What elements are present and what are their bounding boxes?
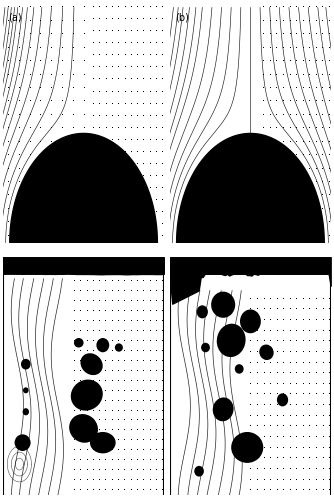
Ellipse shape (211, 292, 235, 318)
Ellipse shape (217, 324, 245, 357)
Ellipse shape (74, 338, 84, 347)
Ellipse shape (213, 398, 233, 421)
Polygon shape (177, 134, 324, 386)
Ellipse shape (71, 380, 103, 410)
Ellipse shape (115, 344, 123, 351)
Ellipse shape (235, 364, 243, 374)
Text: (a): (a) (8, 12, 22, 22)
Ellipse shape (90, 432, 116, 454)
Ellipse shape (194, 466, 204, 476)
Ellipse shape (21, 359, 31, 370)
Text: (d): (d) (175, 264, 189, 274)
Ellipse shape (231, 432, 263, 463)
Ellipse shape (69, 414, 98, 442)
Ellipse shape (201, 343, 210, 352)
Ellipse shape (277, 394, 288, 406)
Ellipse shape (197, 306, 208, 318)
Text: (b): (b) (175, 12, 189, 22)
Ellipse shape (23, 408, 29, 416)
Ellipse shape (259, 344, 274, 360)
Ellipse shape (80, 353, 103, 375)
Ellipse shape (15, 434, 31, 451)
Polygon shape (10, 134, 157, 386)
Ellipse shape (23, 388, 29, 394)
Text: (c): (c) (8, 264, 21, 274)
Ellipse shape (97, 338, 109, 352)
Ellipse shape (240, 310, 261, 334)
